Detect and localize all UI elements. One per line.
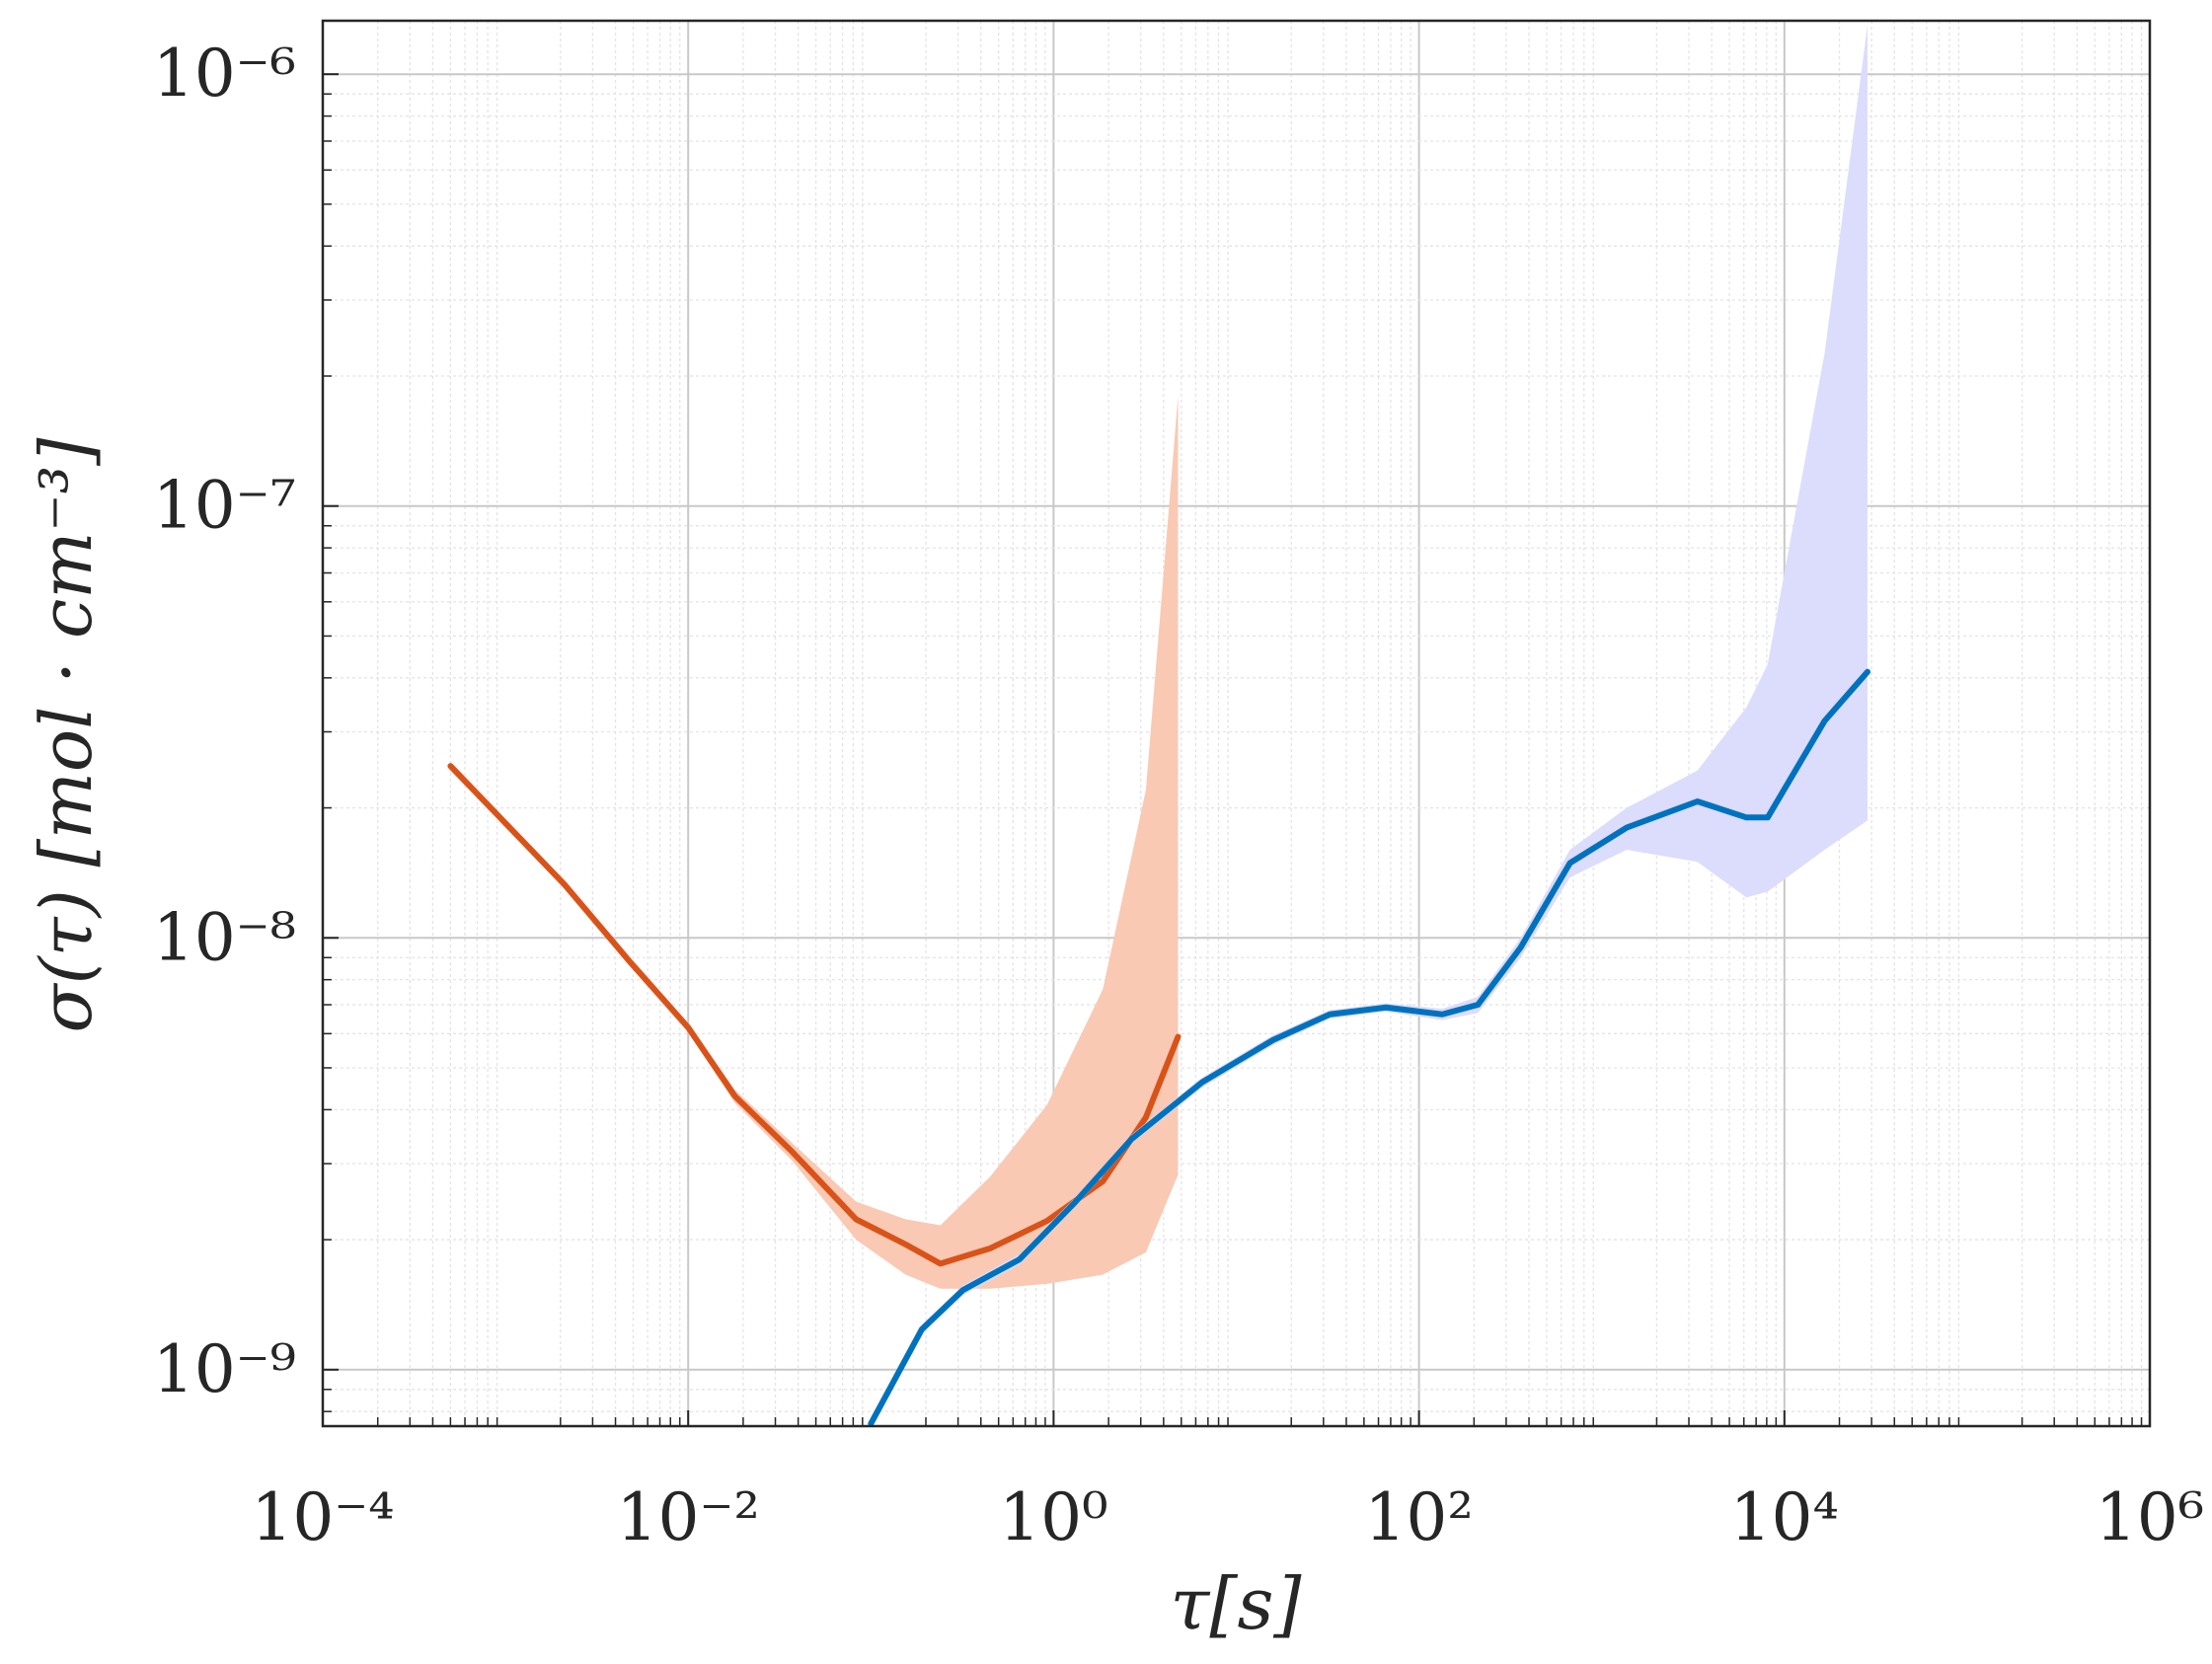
x-tick-label: 10⁰ [999, 1479, 1107, 1555]
series-line [868, 668, 1870, 1426]
x-tick-label: 10⁶ [2096, 1479, 2204, 1555]
x-tick-label: 10⁴ [1730, 1479, 1839, 1555]
y-axis-title: σ(τ) [mol · cm⁻³] [25, 437, 108, 1033]
x-tick-label: 10⁻⁴ [251, 1479, 394, 1555]
plot-area [323, 21, 2150, 1426]
y-tick-label: 10⁻⁸ [153, 899, 296, 975]
ticks: 10⁻⁴ 10⁻² 10⁰ 10² 10⁴ 10⁶ 10⁻⁹ 10⁻⁸ 10⁻⁷ 10⁻⁶ [153, 36, 2205, 1555]
marks [447, 25, 1870, 1426]
confidence-band [450, 396, 1179, 1289]
x-tick-label: 10⁻² [617, 1479, 760, 1555]
x-axis-title: τ[s] [1171, 1562, 1303, 1645]
plot-frame [321, 19, 2152, 1428]
series-line [447, 763, 1182, 1267]
x-tick-label: 10² [1364, 1479, 1473, 1555]
y-tick-label: 10⁻⁹ [153, 1331, 296, 1407]
y-tick-label: 10⁻⁶ [153, 36, 296, 112]
y-tick-label: 10⁻⁷ [153, 468, 296, 544]
